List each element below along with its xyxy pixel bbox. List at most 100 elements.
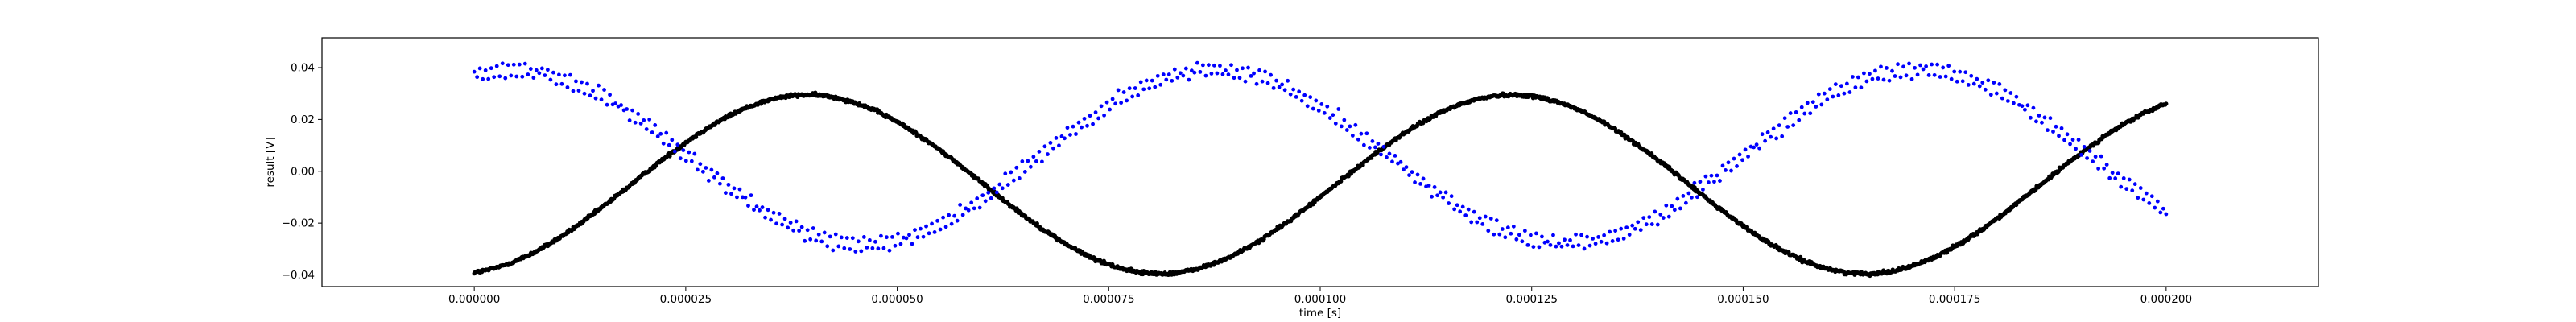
data-point — [972, 206, 976, 211]
data-point — [799, 225, 804, 229]
data-point — [1294, 95, 1298, 99]
x-tick-label: 0.000175 — [1929, 293, 1980, 306]
series-0 — [472, 90, 2169, 279]
data-point — [1574, 232, 1578, 237]
data-point — [1161, 72, 1166, 76]
data-point — [1636, 220, 1641, 225]
data-point — [1314, 98, 1319, 103]
y-axis-label: result [V] — [264, 137, 277, 187]
data-point — [811, 226, 815, 230]
y-tick-label: −0.02 — [282, 217, 315, 230]
data-point — [1164, 77, 1169, 82]
data-point — [941, 215, 945, 220]
data-point — [853, 250, 858, 254]
data-point — [1302, 93, 1307, 97]
data-point — [2161, 206, 2165, 211]
data-point — [1407, 173, 1411, 178]
data-point — [1265, 80, 1270, 85]
data-point — [1170, 78, 1174, 83]
data-point — [1935, 62, 1940, 67]
data-point — [1368, 146, 1372, 150]
data-point — [1797, 118, 1802, 122]
data-point — [1071, 124, 1075, 129]
data-point — [681, 148, 686, 153]
data-point — [571, 89, 576, 93]
data-point — [1130, 94, 1135, 99]
data-point — [1833, 82, 1838, 86]
data-point — [1769, 134, 1773, 139]
data-point — [1443, 190, 1448, 195]
data-point — [924, 224, 928, 229]
data-point — [2042, 115, 2047, 120]
data-point — [2130, 188, 2135, 193]
data-point — [704, 166, 708, 170]
data-point — [1014, 165, 1019, 170]
data-point — [893, 243, 898, 248]
data-point — [1686, 191, 1691, 196]
x-tick-label: 0.000200 — [2140, 293, 2192, 306]
data-point — [2087, 149, 2092, 153]
data-point — [1980, 80, 1985, 85]
data-point — [1308, 95, 1313, 99]
data-point — [1074, 132, 1078, 136]
data-point — [1028, 164, 1033, 169]
data-point — [1576, 243, 1581, 248]
data-point — [675, 142, 680, 147]
data-point — [1093, 110, 1098, 114]
data-point — [687, 150, 691, 155]
data-point — [896, 231, 900, 236]
data-point — [1675, 196, 1680, 201]
data-point — [489, 66, 493, 71]
data-point — [1724, 168, 1728, 172]
data-point — [881, 246, 886, 250]
data-point — [1885, 66, 1889, 70]
data-point — [1299, 98, 1304, 103]
data-point — [483, 68, 488, 72]
data-point — [856, 239, 861, 244]
data-point — [661, 141, 666, 146]
data-point — [1373, 145, 1377, 150]
data-point — [1522, 229, 1527, 233]
data-point — [1085, 123, 1089, 128]
data-point — [1537, 245, 1542, 250]
data-point — [1763, 138, 1768, 143]
data-point — [1514, 237, 1519, 242]
x-tick-label: 0.000050 — [871, 293, 923, 306]
x-tick-label: 0.000125 — [1506, 293, 1558, 306]
data-point — [1088, 114, 1092, 118]
data-point — [1585, 234, 1589, 239]
data-point — [2062, 138, 2066, 142]
data-point — [766, 208, 770, 213]
data-point — [947, 213, 952, 217]
y-tick-label: 0.04 — [291, 62, 315, 75]
data-point — [1554, 244, 1558, 249]
data-point — [898, 242, 903, 246]
data-point — [1342, 118, 1347, 122]
data-point — [636, 112, 641, 116]
data-point — [2138, 186, 2143, 190]
data-point — [1599, 239, 1604, 244]
data-point — [1909, 76, 1914, 81]
data-point — [2136, 196, 2140, 200]
data-point — [2149, 194, 2154, 199]
data-point — [1260, 79, 1265, 84]
data-point — [602, 88, 606, 92]
data-point — [1327, 116, 1332, 120]
data-point — [1274, 78, 1279, 83]
data-point — [1254, 81, 1259, 86]
data-point — [867, 237, 872, 242]
data-point — [1986, 78, 1991, 83]
data-point — [1794, 110, 1798, 114]
data-point — [1488, 217, 1493, 221]
data-point — [2164, 101, 2169, 106]
data-point — [1119, 101, 1124, 105]
data-point — [769, 217, 773, 222]
data-point — [1257, 68, 1261, 72]
data-point — [910, 242, 914, 246]
data-point — [1997, 82, 2002, 86]
data-point — [1678, 206, 1682, 211]
data-point — [1992, 80, 1996, 85]
data-point — [1966, 82, 1971, 87]
data-point — [718, 181, 722, 186]
data-point — [2054, 124, 2058, 129]
